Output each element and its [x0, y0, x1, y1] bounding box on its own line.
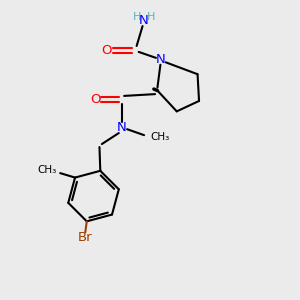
Text: N: N — [155, 53, 165, 66]
Text: O: O — [90, 93, 100, 106]
Text: H: H — [146, 12, 155, 22]
Text: Br: Br — [78, 231, 93, 244]
Text: CH₃: CH₃ — [151, 132, 170, 142]
Text: O: O — [102, 44, 112, 57]
Text: N: N — [139, 14, 149, 27]
Text: H: H — [133, 12, 142, 22]
Text: CH₃: CH₃ — [38, 164, 57, 175]
Text: N: N — [117, 121, 127, 134]
